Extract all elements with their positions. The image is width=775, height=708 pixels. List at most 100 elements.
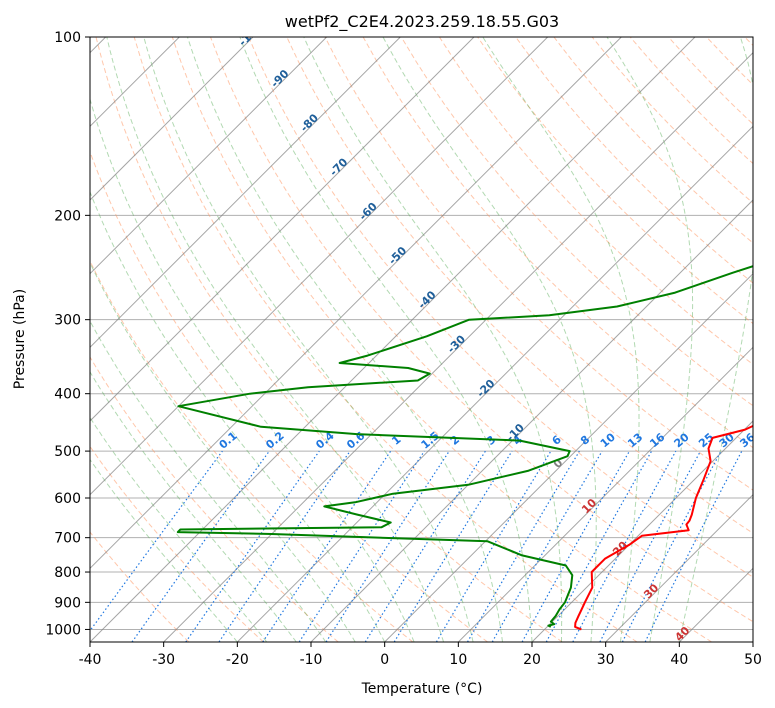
isotherm-label: 20 bbox=[610, 539, 630, 559]
x-tick-label: 50 bbox=[744, 652, 762, 668]
x-tick-label: 0 bbox=[380, 652, 389, 668]
isotherm-line bbox=[384, 272, 753, 642]
mixing-ratio-label: 13 bbox=[625, 431, 645, 451]
dry-adiabat bbox=[668, 37, 753, 125]
dry-adiabat bbox=[90, 445, 264, 642]
x-tick-label: 30 bbox=[597, 652, 615, 668]
y-tick-label: 700 bbox=[54, 531, 81, 547]
isotherm-line bbox=[236, 125, 753, 642]
x-tick-label: -10 bbox=[300, 652, 323, 668]
isotherm-line bbox=[90, 37, 549, 496]
moist-adiabat bbox=[303, 37, 563, 642]
moist-adiabat bbox=[187, 37, 503, 642]
isotherm-label: -80 bbox=[298, 111, 321, 134]
mixing-ratio-label: 2 bbox=[448, 433, 462, 448]
x-tick-label: -30 bbox=[152, 652, 175, 668]
profile-lines bbox=[176, 265, 753, 631]
isotherm-line bbox=[90, 37, 328, 275]
moist-adiabat bbox=[482, 37, 640, 642]
y-tick-label: 300 bbox=[54, 313, 81, 329]
dry-adiabat bbox=[362, 37, 753, 449]
moist-adiabat bbox=[90, 261, 356, 642]
y-tick-label: 900 bbox=[54, 595, 81, 611]
isotherm-line bbox=[310, 199, 753, 642]
dry-adiabat bbox=[706, 37, 753, 86]
dry-adiabat bbox=[171, 37, 712, 642]
dry-adiabat bbox=[744, 37, 753, 47]
dry-adiabat bbox=[248, 37, 753, 578]
mixing-ratio-label: 10 bbox=[598, 430, 618, 450]
dry-adiabat bbox=[133, 37, 638, 642]
x-tick-label: -20 bbox=[226, 652, 249, 668]
mixing-ratio-label: 20 bbox=[672, 430, 692, 450]
y-tick-label: 200 bbox=[54, 208, 81, 224]
isotherm-line bbox=[90, 37, 696, 642]
dry-adiabat bbox=[90, 150, 488, 642]
mixing-ratio-line bbox=[644, 450, 743, 642]
plot-frame bbox=[89, 36, 754, 643]
mixing-ratio-line bbox=[185, 450, 320, 642]
isotherm-label: -100 bbox=[236, 20, 265, 49]
y-axis-label: Pressure (hPa) bbox=[12, 289, 28, 389]
mixing-ratio-label: 1.5 bbox=[419, 429, 442, 451]
dry-adiabat bbox=[90, 259, 414, 642]
moist-adiabat bbox=[90, 458, 238, 642]
isotherm-label: -30 bbox=[445, 332, 468, 355]
mixing-ratio-line bbox=[262, 450, 392, 642]
isotherm-line bbox=[163, 51, 753, 642]
isotherm-label: -40 bbox=[415, 288, 438, 311]
y-tick-label: 800 bbox=[54, 565, 81, 581]
isotherm-label: 40 bbox=[672, 624, 692, 644]
y-tick-label: 400 bbox=[54, 387, 81, 403]
isotherm-line bbox=[90, 37, 622, 570]
dry-adiabat bbox=[90, 531, 190, 642]
isotherm-label: -60 bbox=[357, 200, 380, 223]
mixing-ratio-line bbox=[466, 450, 580, 642]
y-tick-label: 600 bbox=[54, 491, 81, 507]
isotherm-line bbox=[605, 493, 753, 642]
dry-adiabat bbox=[515, 37, 753, 284]
dry-adiabat bbox=[438, 37, 753, 366]
mixing-ratio-line bbox=[218, 450, 351, 642]
mixing-ratio-line bbox=[572, 450, 677, 642]
mixing-ratio-line bbox=[325, 450, 450, 642]
isotherm-line bbox=[90, 37, 475, 422]
moist-adiabat bbox=[90, 416, 268, 642]
mixing-ratio-label: 8 bbox=[578, 433, 592, 448]
isotherm-line bbox=[90, 37, 254, 201]
mixing-ratio-label: 0.1 bbox=[217, 429, 240, 451]
moist-adiabat bbox=[143, 37, 474, 642]
axis-ticks: -40 -30 -20 -10 0 10 20 30 40 5010020030040050060… bbox=[45, 30, 762, 668]
dry-adiabat bbox=[400, 37, 753, 407]
isotherm-line bbox=[457, 346, 753, 642]
isotherm-label: -70 bbox=[327, 155, 350, 178]
mixing-ratio-label: 25 bbox=[696, 431, 716, 451]
moist-adiabat bbox=[106, 37, 445, 642]
x-tick-label: 10 bbox=[449, 652, 467, 668]
mixing-ratio-line bbox=[393, 450, 513, 642]
isotherm-line bbox=[678, 567, 753, 642]
isotherm-label: -90 bbox=[268, 67, 291, 90]
dry-adiabat bbox=[90, 356, 339, 642]
mixing-ratio-line bbox=[131, 450, 270, 642]
mixing-ratio-line bbox=[545, 450, 653, 642]
x-tick-label: 40 bbox=[670, 652, 688, 668]
y-tick-label: 1000 bbox=[45, 622, 81, 638]
moist-adiabat bbox=[606, 37, 694, 642]
mixing-ratio-line bbox=[90, 450, 223, 632]
mixing-ratio-label: 6 bbox=[550, 433, 564, 448]
moist-adiabat bbox=[90, 320, 327, 642]
dry-adiabat bbox=[95, 37, 563, 642]
x-tick-label: 20 bbox=[523, 652, 541, 668]
background-lines bbox=[90, 37, 753, 642]
mixing-ratio-line bbox=[521, 450, 631, 642]
isotherm-line bbox=[90, 37, 401, 349]
isotherm-label: -50 bbox=[386, 244, 409, 267]
dry-adiabat bbox=[210, 37, 753, 623]
moist-adiabat bbox=[678, 37, 753, 642]
x-tick-label: -40 bbox=[79, 652, 102, 668]
y-tick-label: 500 bbox=[54, 444, 81, 460]
mixing-ratio-label: 0.6 bbox=[344, 429, 368, 452]
y-tick-label: 100 bbox=[54, 30, 81, 46]
